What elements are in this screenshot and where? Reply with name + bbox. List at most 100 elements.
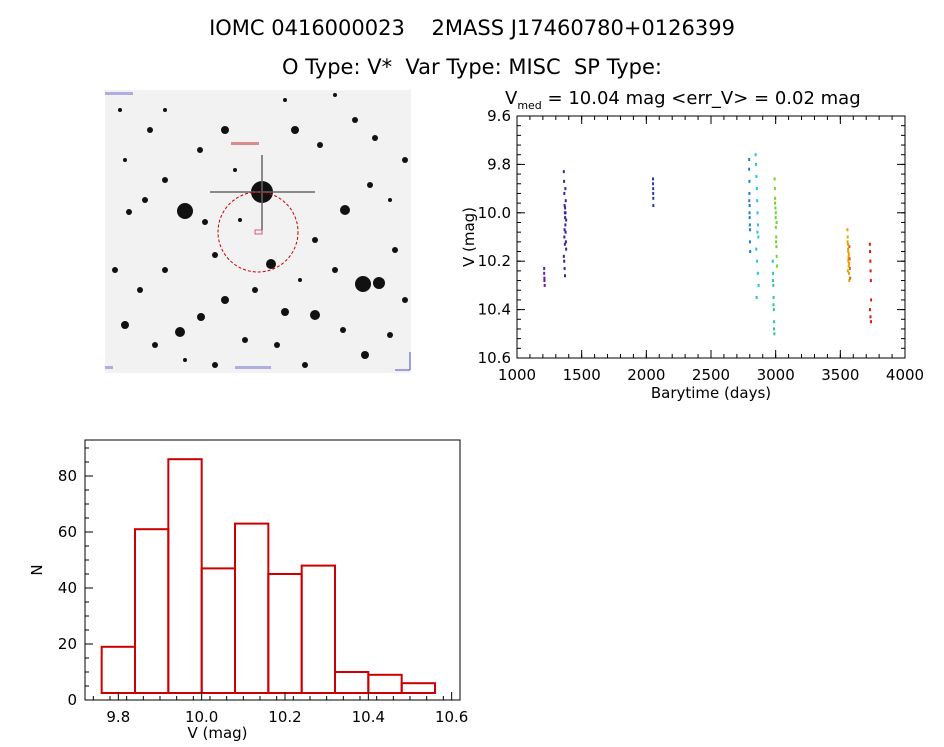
data-point — [749, 250, 752, 254]
data-point — [847, 259, 850, 263]
star — [355, 276, 371, 292]
histogram-bar — [267, 573, 303, 694]
data-point — [756, 223, 759, 227]
data-point — [652, 196, 655, 200]
data-point — [772, 296, 775, 299]
title-v: V — [505, 88, 518, 109]
y-tick-label: 10.4 — [478, 301, 511, 319]
data-point — [774, 216, 777, 220]
data-point — [564, 187, 567, 191]
star — [266, 259, 276, 269]
data-point — [748, 211, 751, 215]
data-point — [652, 182, 655, 186]
data-point — [564, 216, 567, 220]
data-point — [848, 266, 851, 270]
x-tick-label: 1000 — [498, 366, 536, 384]
data-point — [563, 242, 566, 246]
data-point — [748, 204, 751, 208]
star — [183, 358, 187, 362]
data-point — [755, 187, 758, 191]
data-point — [774, 196, 777, 200]
y-tick-label: 9.8 — [487, 155, 511, 173]
star — [372, 135, 378, 141]
star — [212, 252, 218, 258]
histogram-bar — [100, 645, 136, 695]
data-point — [563, 228, 566, 232]
data-point — [847, 257, 850, 261]
data-point — [563, 235, 566, 239]
data-point — [543, 283, 546, 287]
histogram-bar — [134, 528, 170, 694]
star — [112, 267, 118, 273]
star — [177, 203, 193, 219]
data-point — [868, 242, 871, 246]
data-point — [748, 167, 751, 171]
x-tick-label: 10.6 — [435, 708, 468, 726]
star — [402, 297, 408, 303]
star — [126, 209, 132, 215]
data-point — [563, 259, 566, 263]
y-tick-label: 10.2 — [478, 252, 511, 270]
data-point — [565, 218, 568, 222]
data-point — [846, 228, 849, 232]
star — [340, 327, 346, 333]
star — [252, 287, 258, 293]
y-tick-label: 60 — [58, 523, 77, 541]
histogram-bar — [200, 567, 237, 694]
star — [238, 218, 242, 222]
object-type-subtitle: O Type: V* Var Type: MISC SP Type: — [282, 55, 662, 79]
x-axis-label: Barytime (days) — [651, 384, 771, 402]
star — [291, 126, 299, 134]
star — [197, 313, 205, 321]
data-point — [748, 223, 751, 227]
data-point — [869, 320, 872, 324]
data-point — [755, 247, 758, 251]
data-point — [564, 223, 567, 227]
target-aperture-circle — [217, 191, 299, 273]
data-point — [846, 240, 849, 244]
star — [387, 332, 393, 338]
histogram-bar — [300, 564, 336, 695]
data-point — [757, 235, 760, 239]
x-tick-label: 3000 — [757, 366, 795, 384]
data-point — [775, 220, 778, 224]
star — [147, 127, 153, 133]
title-rest: = 10.04 mag <err_V> = 0.02 mag — [542, 88, 861, 109]
x-axis-label: V (mag) — [187, 724, 247, 742]
data-point — [748, 240, 751, 244]
data-point — [773, 187, 776, 191]
data-point — [756, 259, 759, 263]
data-point — [847, 247, 850, 251]
data-point — [775, 240, 778, 244]
star — [332, 267, 338, 273]
data-point — [564, 230, 567, 234]
data-point — [772, 271, 775, 275]
star — [340, 205, 350, 215]
data-point — [748, 199, 751, 203]
star — [310, 310, 320, 320]
data-point — [775, 264, 778, 268]
star — [142, 197, 148, 203]
y-axis-label: V (mag) — [460, 207, 478, 267]
x-tick-label: 1500 — [563, 366, 601, 384]
data-point — [773, 320, 776, 324]
data-point — [869, 269, 872, 273]
y-tick-label: 80 — [58, 467, 77, 485]
data-point — [772, 327, 775, 331]
y-tick-label: 10.6 — [478, 349, 511, 367]
data-point — [562, 170, 565, 174]
data-point — [748, 158, 751, 162]
data-point — [773, 177, 776, 181]
data-point — [564, 199, 567, 203]
data-point — [543, 276, 546, 280]
data-point — [847, 252, 850, 256]
star — [221, 296, 229, 304]
data-point — [869, 279, 872, 283]
star — [197, 147, 203, 153]
y-axis-label: N — [28, 564, 46, 575]
data-point — [775, 235, 778, 239]
star — [242, 337, 248, 343]
data-point — [756, 211, 759, 215]
data-point — [652, 187, 655, 191]
